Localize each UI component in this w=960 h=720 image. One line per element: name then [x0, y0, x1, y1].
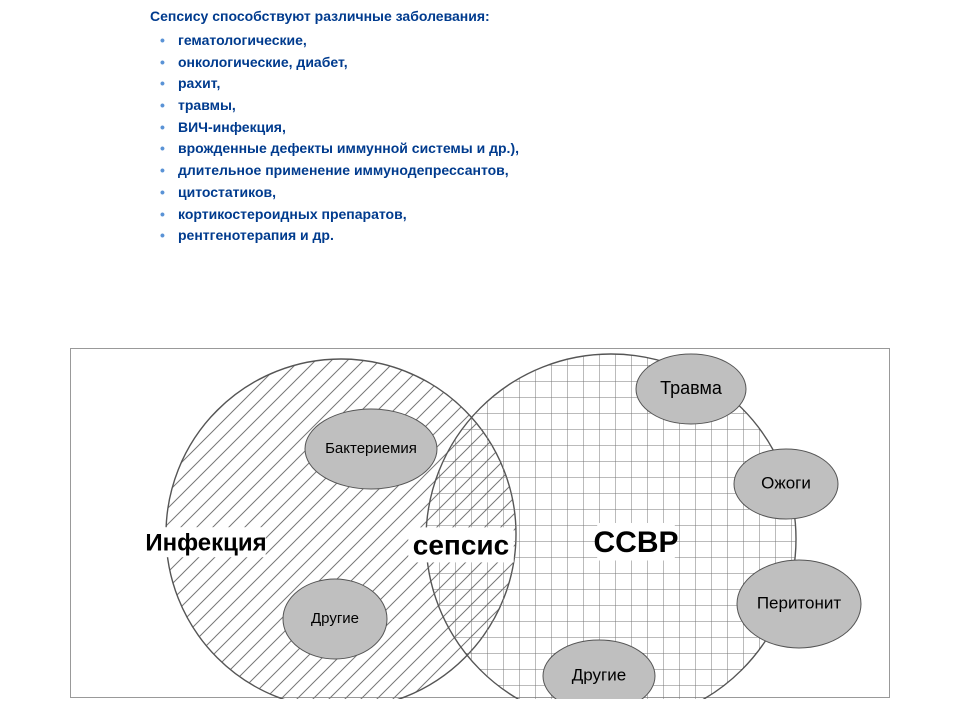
bullet-item: травмы, — [174, 95, 850, 117]
lbl-sepsis: сепсис — [408, 527, 513, 562]
svg-text:Инфекция: Инфекция — [145, 529, 266, 556]
lbl-ssvr: ССВР — [593, 523, 678, 561]
svg-text:ССВР: ССВР — [593, 526, 678, 559]
svg-text:сепсис: сепсис — [413, 529, 509, 560]
bullet-item: рахит, — [174, 73, 850, 95]
text-block: Сепсису способствуют различные заболеван… — [150, 8, 850, 247]
node-label-trauma: Травма — [660, 378, 723, 398]
venn-diagram: Бактериемия Другие Травма Ожоги Перитонит Дру… — [71, 349, 891, 699]
node-label-bacteriemia: Бактериемия — [325, 440, 417, 457]
heading: Сепсису способствуют различные заболеван… — [150, 8, 850, 24]
node-label-peritonitis: Перитонит — [757, 593, 842, 612]
bullet-item: длительное применение иммунодепрессантов… — [174, 160, 850, 182]
node-label-other1: Другие — [311, 610, 359, 627]
bullet-item: рентгенотерапия и др. — [174, 225, 850, 247]
bullet-item: гематологические, — [174, 30, 850, 52]
bullet-item: цитостатиков, — [174, 182, 850, 204]
lbl-infection: Инфекция — [145, 527, 266, 557]
diagram-frame: Бактериемия Другие Травма Ожоги Перитонит Дру… — [70, 348, 890, 698]
bullet-item: онкологические, диабет, — [174, 52, 850, 74]
node-label-other2: Другие — [572, 665, 626, 684]
bullet-item: врожденные дефекты иммунной системы и др… — [174, 138, 850, 160]
bullet-item: кортикостероидных препаратов, — [174, 204, 850, 226]
node-label-burns: Ожоги — [761, 473, 811, 492]
bullet-item: ВИЧ-инфекция, — [174, 117, 850, 139]
bullet-list: гематологические,онкологические, диабет,… — [150, 30, 850, 247]
